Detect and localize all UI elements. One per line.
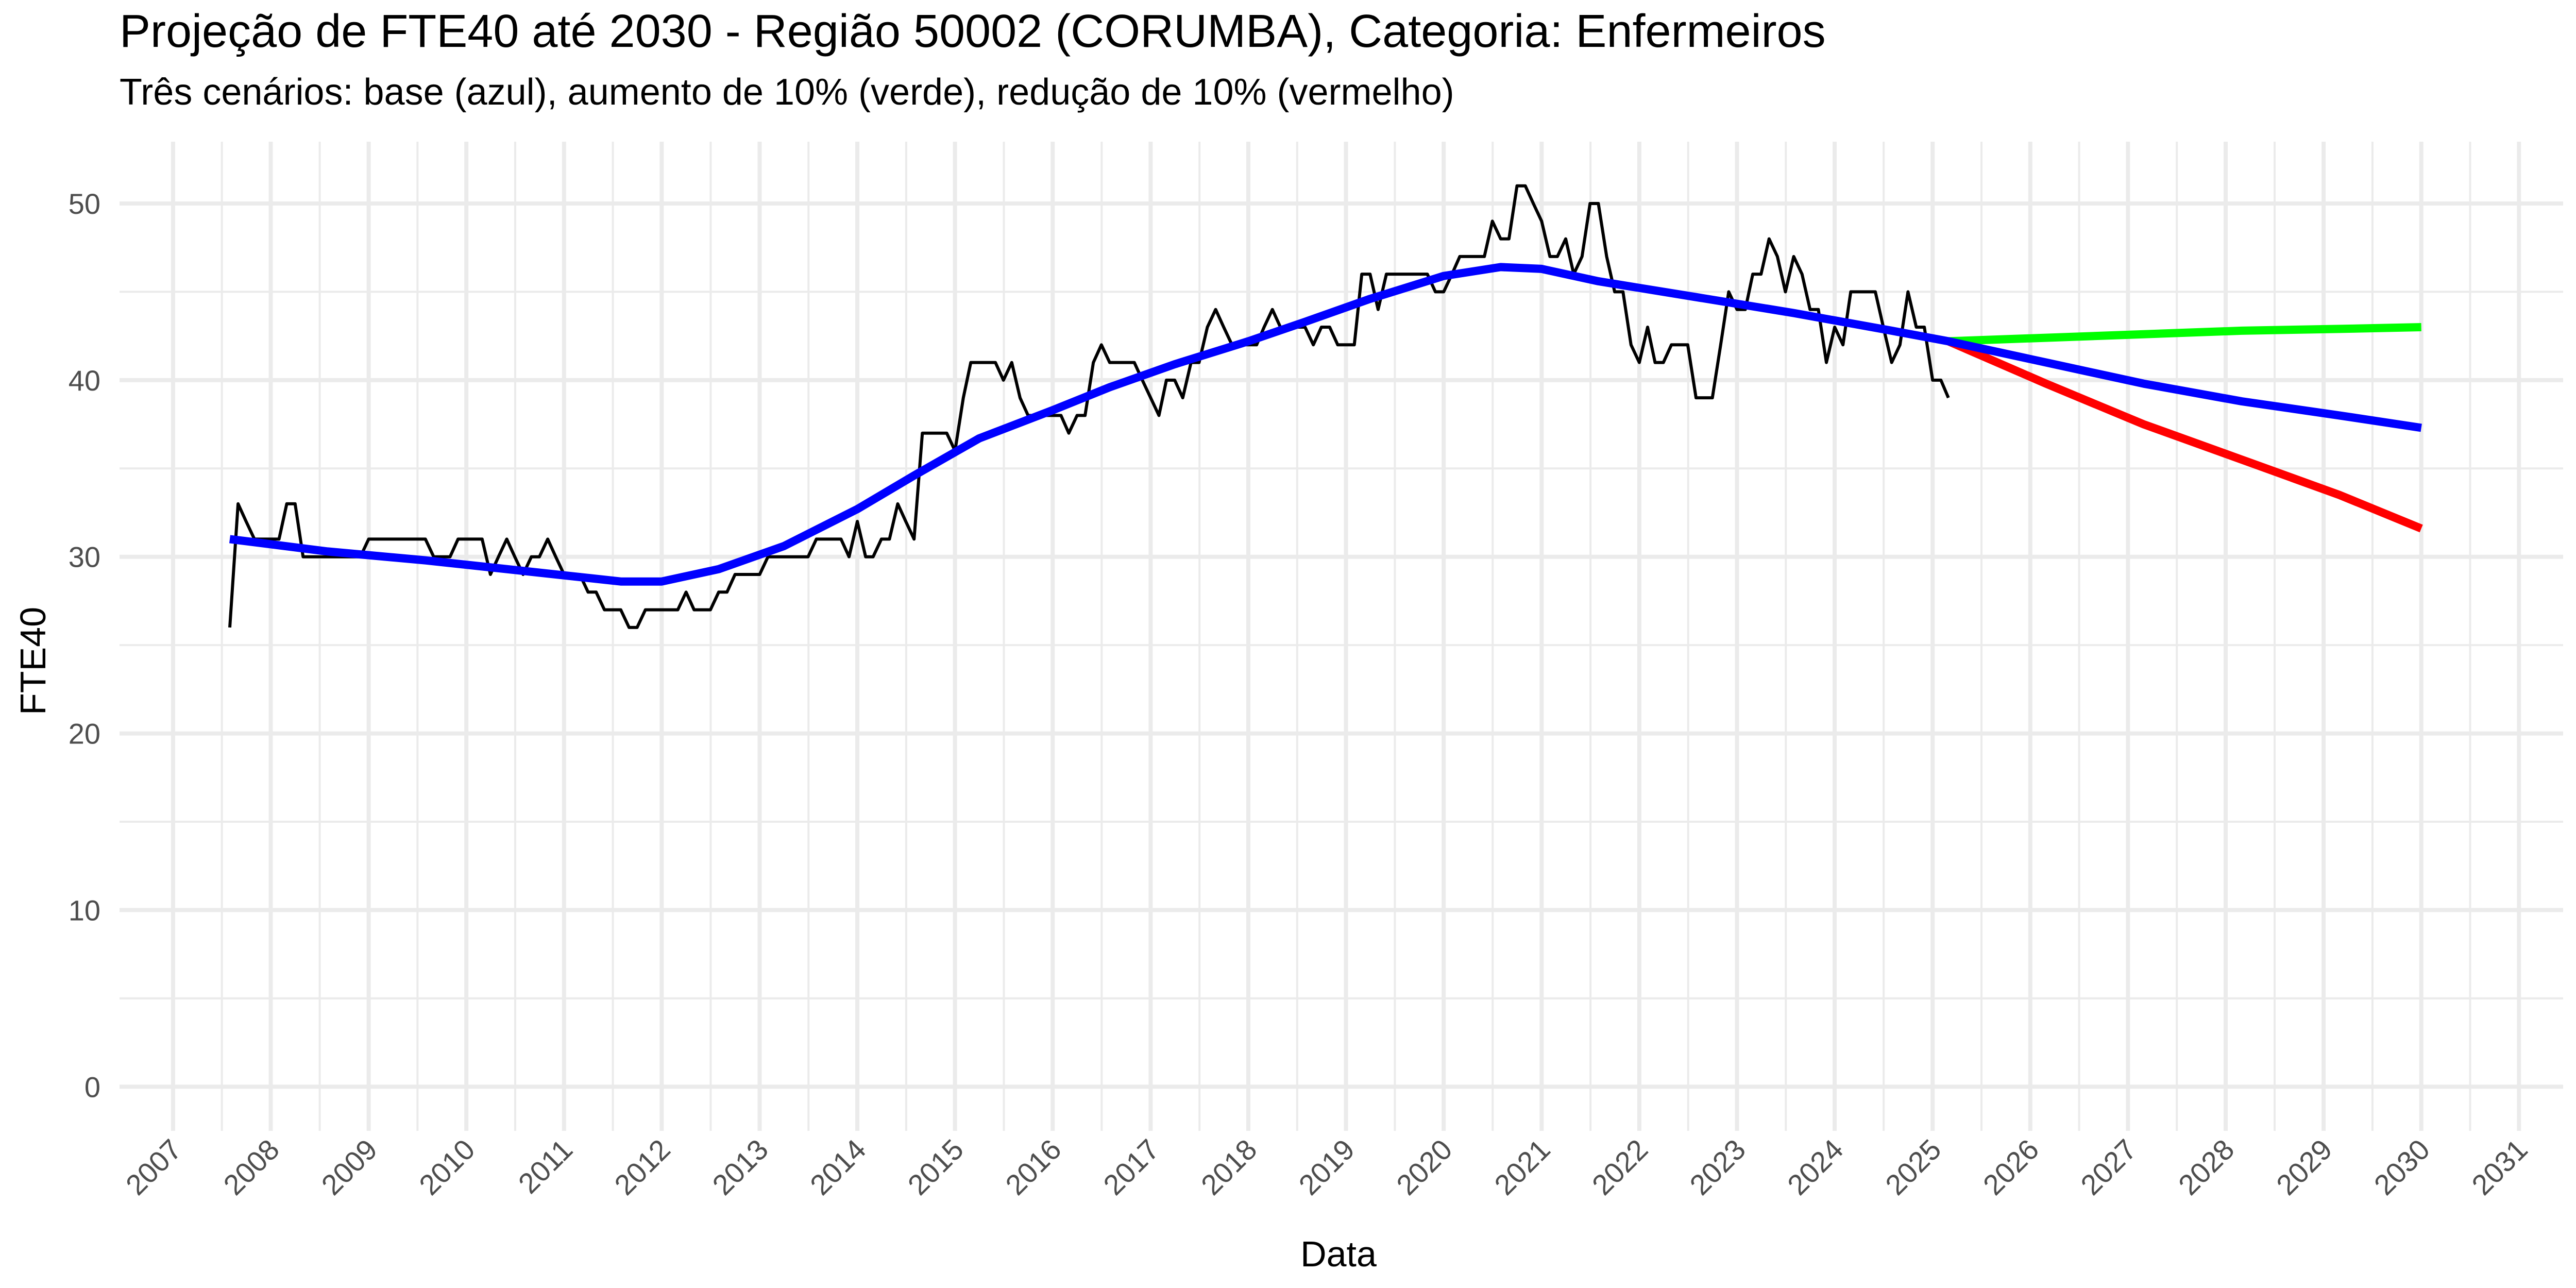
y-tick-label: 0 xyxy=(84,1071,100,1103)
series-line-observed xyxy=(228,184,1950,629)
y-tick-label: 30 xyxy=(69,541,100,573)
y-tick-label: 10 xyxy=(69,894,100,926)
x-tick-label: 2011 xyxy=(512,1133,579,1200)
chart-subtitle: Três cenários: base (azul), aumento de 1… xyxy=(120,72,1454,113)
x-tick-label: 2018 xyxy=(1195,1133,1263,1201)
x-tick-label: 2024 xyxy=(1781,1133,1850,1201)
y-tick-label: 40 xyxy=(69,364,100,397)
x-tick-label: 2015 xyxy=(902,1133,970,1201)
series-layer xyxy=(228,184,2423,629)
x-tick-label: 2012 xyxy=(608,1133,676,1201)
x-tick-label: 2023 xyxy=(1683,1133,1752,1201)
series-line-base xyxy=(229,263,2422,586)
x-tick-label: 2026 xyxy=(1977,1133,2045,1201)
x-tick-label: 2021 xyxy=(1488,1133,1556,1201)
x-tick-label: 2019 xyxy=(1292,1133,1361,1201)
x-tick-label: 2017 xyxy=(1097,1133,1165,1201)
x-axis-title: Data xyxy=(1300,1234,1377,1274)
series-line-decrease xyxy=(1946,337,2423,533)
x-tick-label: 2022 xyxy=(1586,1133,1654,1201)
y-axis-title: FTE40 xyxy=(13,607,53,715)
y-tick-label: 20 xyxy=(69,718,100,750)
x-tick-label: 2007 xyxy=(120,1133,188,1201)
x-tick-label: 2020 xyxy=(1390,1133,1459,1201)
x-tick-label: 2013 xyxy=(706,1133,774,1201)
x-tick-label: 2010 xyxy=(413,1133,481,1201)
y-tick-label: 50 xyxy=(69,188,100,220)
x-tick-label: 2030 xyxy=(2368,1133,2436,1201)
x-tick-label: 2014 xyxy=(804,1133,872,1201)
x-tick-label: 2031 xyxy=(2465,1133,2534,1201)
x-tick-label: 2029 xyxy=(2270,1133,2338,1201)
x-tick-label: 2009 xyxy=(315,1133,383,1201)
x-tick-label: 2027 xyxy=(2074,1133,2143,1201)
grid-layer xyxy=(120,142,2563,1131)
x-tick-label: 2025 xyxy=(1879,1133,1947,1201)
series-line-increase xyxy=(1948,323,2421,346)
x-tick-label: 2008 xyxy=(217,1133,285,1201)
x-tick-label: 2028 xyxy=(2172,1133,2241,1201)
chart-title: Projeção de FTE40 até 2030 - Região 5000… xyxy=(120,6,1826,57)
x-tick-label: 2016 xyxy=(999,1133,1067,1201)
